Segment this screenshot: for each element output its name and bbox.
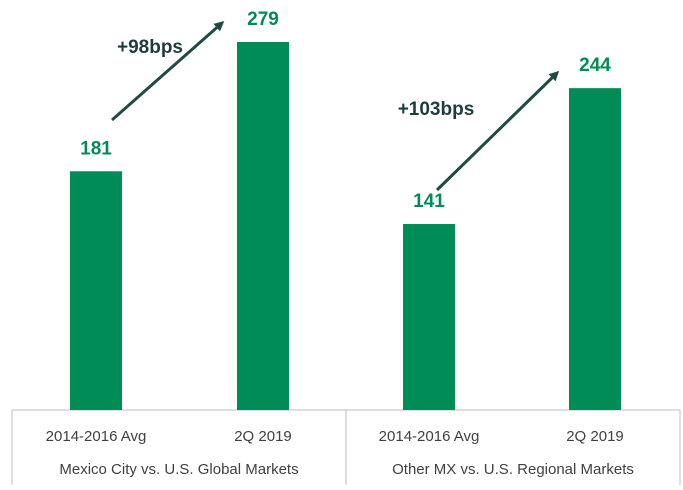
x-tick-label: 2014-2016 Avg xyxy=(46,428,147,445)
value-label: 244 xyxy=(579,55,611,76)
value-label: 181 xyxy=(80,138,112,159)
value-label: 279 xyxy=(247,9,279,30)
arrow xyxy=(111,21,225,122)
bar xyxy=(569,88,621,411)
annotation: +98bps xyxy=(117,37,183,58)
group-label: Other MX vs. U.S. Regional Markets xyxy=(392,461,634,478)
group-label: Mexico City vs. U.S. Global Markets xyxy=(59,461,298,478)
x-tick-label: 2Q 2019 xyxy=(234,428,292,445)
bar xyxy=(403,224,455,410)
x-tick-label: 2014-2016 Avg xyxy=(379,428,480,445)
x-tick-label: 2Q 2019 xyxy=(566,428,624,445)
value-label: 141 xyxy=(413,191,445,212)
arrow xyxy=(435,70,560,192)
bar xyxy=(70,171,122,410)
bar xyxy=(237,42,289,410)
annotation: +103bps xyxy=(398,99,475,120)
